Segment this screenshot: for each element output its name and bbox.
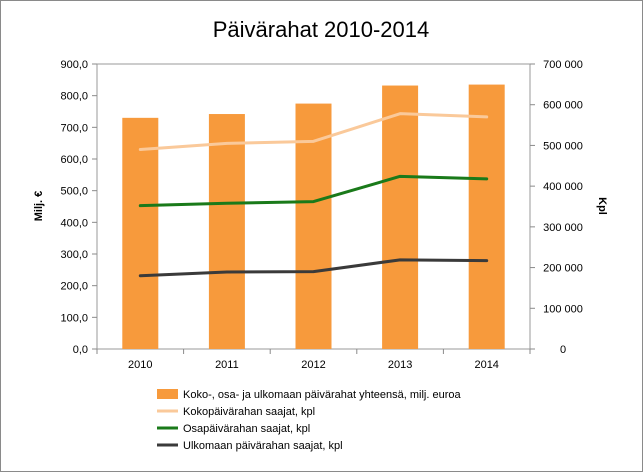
left-axis-ticks: 0,0 100,0 200,0 300,0 400,0 500,0 600,0 700,0 80… (60, 59, 97, 356)
right-tick-label: 600 000 (543, 100, 583, 112)
left-tick-label: 200,0 (60, 281, 88, 293)
bar (122, 117, 159, 349)
legend-label: Kokopäivärahan saajat, kpl (183, 406, 315, 418)
right-axis-ticks: 0 100 000 200 000 300 000 400 000 500 000 600 … (530, 59, 583, 356)
legend-label: Osapäivärahan saajat, kpl (183, 423, 310, 435)
x-tick-label: 2011 (215, 359, 239, 371)
left-tick-label: 900,0 (60, 59, 88, 71)
lines-layer (138, 112, 489, 278)
left-tick-label: 800,0 (60, 91, 88, 103)
x-axis-ticks: 2010 2011 2012 2013 2014 (96, 349, 531, 371)
right-axis-title: Kpl (596, 197, 608, 215)
chart-title: Päivärahat 2010-2014 (213, 17, 430, 42)
x-tick-label: 2013 (388, 359, 412, 371)
right-tick-label: 200 000 (543, 263, 583, 275)
legend-label: Ulkomaan päivärahan saajat, kpl (183, 440, 343, 452)
left-axis-title: Milj. € (33, 191, 45, 222)
x-tick-label: 2012 (301, 359, 325, 371)
bar (295, 103, 332, 349)
bar (208, 114, 245, 350)
bar (468, 84, 505, 349)
bar (382, 85, 419, 350)
left-tick-label: 700,0 (60, 122, 88, 134)
legend-swatch-bar (157, 389, 178, 399)
left-tick-label: 100,0 (60, 312, 88, 324)
right-tick-label: 0 (560, 344, 566, 356)
series-line (138, 258, 489, 278)
bars-layer (122, 84, 505, 350)
series-line (138, 174, 489, 208)
legend: Koko-, osa- ja ulkomaan päivärahat yhtee… (157, 389, 461, 452)
right-tick-label: 100 000 (543, 303, 583, 315)
left-tick-label: 600,0 (60, 154, 88, 166)
left-tick-label: 500,0 (60, 186, 88, 198)
left-tick-label: 0,0 (73, 344, 88, 356)
right-tick-label: 300 000 (543, 222, 583, 234)
right-tick-label: 400 000 (543, 181, 583, 193)
legend-label: Koko-, osa- ja ulkomaan päivärahat yhtee… (183, 389, 461, 401)
left-tick-label: 300,0 (60, 249, 88, 261)
x-tick-label: 2014 (474, 359, 498, 371)
series-line (138, 112, 489, 151)
right-tick-label: 700 000 (543, 59, 583, 71)
left-tick-label: 400,0 (60, 217, 88, 229)
x-tick-label: 2010 (128, 359, 152, 371)
right-tick-label: 500 000 (543, 140, 583, 152)
